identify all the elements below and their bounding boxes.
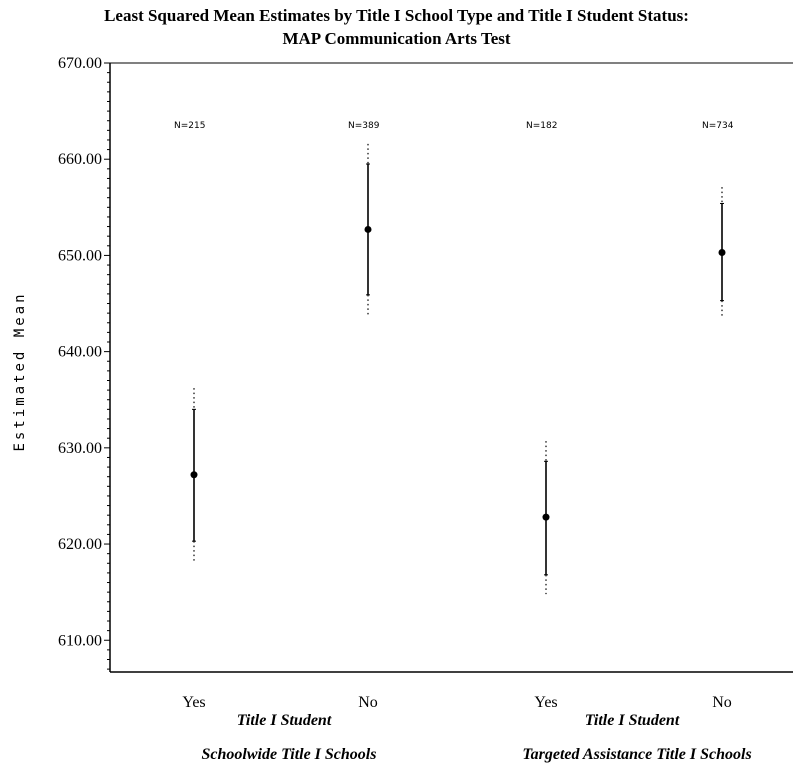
group-student-label: Title I Student <box>585 712 680 729</box>
y-tick-label: 610.00 <box>58 632 102 649</box>
y-tick-label: 650.00 <box>58 247 102 264</box>
x-category-label: No <box>358 694 378 711</box>
y-tick-label: 670.00 <box>58 55 102 72</box>
y-tick-label: 660.00 <box>58 151 102 168</box>
chart-subtitle: MAP Communication Arts Test <box>282 29 511 48</box>
n-label: N=389 <box>348 121 380 131</box>
n-label: N=215 <box>174 121 205 131</box>
mean-point <box>190 471 198 479</box>
n-label: N=182 <box>526 121 557 131</box>
y-axis-title: Estimated Mean <box>12 291 28 451</box>
x-category-label: No <box>712 694 732 711</box>
y-tick-label: 620.00 <box>58 536 102 553</box>
group-school-type-label: Schoolwide Title I Schools <box>202 746 377 763</box>
mean-point <box>542 513 550 521</box>
n-label: N=734 <box>702 121 734 131</box>
x-category-label: Yes <box>534 694 557 711</box>
x-category-label: Yes <box>182 694 205 711</box>
group-school-type-label: Targeted Assistance Title I Schools <box>522 746 751 763</box>
y-tick-label: 630.00 <box>58 440 102 457</box>
chart-title: Least Squared Mean Estimates by Title I … <box>104 6 689 25</box>
group-student-label: Title I Student <box>237 712 332 729</box>
mean-point <box>718 249 726 257</box>
y-tick-label: 640.00 <box>58 344 102 361</box>
mean-point <box>364 225 372 233</box>
